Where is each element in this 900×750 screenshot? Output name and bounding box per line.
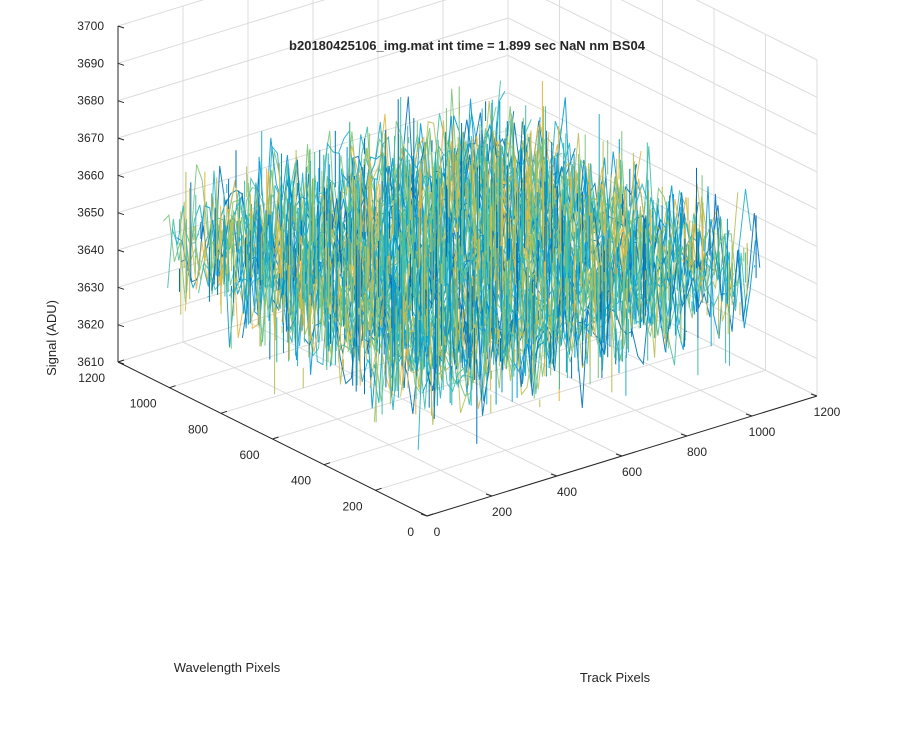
y-tick-label: 800 [188, 422, 208, 436]
x-tick-label: 1200 [814, 405, 841, 419]
z-tick-label: 3620 [77, 318, 104, 332]
z-tick-mark [117, 324, 125, 328]
z-tick-label: 3630 [77, 280, 104, 294]
grid-line [507, 17, 818, 173]
grid-line [375, 369, 766, 491]
z-tick-label: 3700 [77, 19, 104, 33]
grid-line [695, 0, 818, 61]
x-tick-label: 0 [434, 525, 441, 539]
x-tick-mark [550, 473, 558, 477]
grid-line [507, 92, 818, 248]
z-tick-label: 3610 [77, 355, 104, 369]
grid-line [117, 0, 205, 27]
labels-layer: b20180425106_img.mat int time = 1.899 se… [44, 38, 651, 685]
x-axis-label: Track Pixels [580, 670, 651, 685]
x-tick-mark [810, 393, 818, 397]
z-tick-mark [117, 361, 125, 365]
grid-line [507, 54, 818, 210]
x-tick-label: 400 [557, 485, 577, 499]
z-tick-mark [117, 249, 125, 253]
y-tick-label: 600 [239, 448, 259, 462]
y-tick-mark [220, 410, 228, 414]
grid-line [117, 0, 326, 64]
z-tick-label: 3660 [77, 168, 104, 182]
z-tick-label: 3670 [77, 131, 104, 145]
x-tick-label: 200 [492, 505, 512, 519]
y-tick-label: 0 [407, 525, 414, 539]
grid-line [117, 0, 447, 102]
z-tick-mark [117, 62, 125, 66]
y-tick-label: 1200 [78, 371, 105, 385]
z-tick-mark [117, 100, 125, 104]
grid-line [323, 344, 715, 466]
surface-row [404, 192, 739, 426]
y-tick-mark [375, 487, 382, 491]
grid-line [545, 0, 818, 136]
surface-row [426, 193, 761, 416]
z-tick-label: 3640 [77, 243, 104, 257]
y-tick-mark [272, 436, 279, 440]
y-axis-label: Wavelength Pixels [174, 660, 281, 675]
z-tick-label: 3680 [77, 94, 104, 108]
x-tick-mark [615, 453, 623, 457]
grid-line [117, 17, 509, 139]
x-tick-label: 800 [687, 445, 707, 459]
grid-line [117, 54, 509, 176]
z-tick-mark [117, 174, 125, 178]
axes-layer: 0 200 400 600 800 1000 1200 0 200 400 600 800 1000 12… [77, 19, 840, 539]
grid-line [117, 92, 509, 214]
surface-layer [162, 80, 761, 450]
chart-title: b20180425106_img.mat int time = 1.899 se… [289, 38, 646, 53]
x-tick-mark [745, 413, 753, 417]
y-tick-mark [426, 513, 434, 517]
z-tick-mark [117, 212, 125, 216]
grid-line [620, 0, 818, 98]
z-tick-mark [117, 25, 125, 29]
y-tick-mark [323, 462, 331, 466]
z-tick-label: 3690 [77, 56, 104, 70]
x-tick-mark [680, 433, 688, 437]
y-tick-mark [169, 385, 176, 389]
z-tick-mark [117, 286, 125, 290]
z-axis-label: Signal (ADU) [44, 300, 59, 376]
y-tick-label: 200 [342, 499, 362, 513]
x-tick-label: 1000 [749, 425, 776, 439]
z-tick-label: 3650 [77, 206, 104, 220]
y-tick-mark [117, 359, 125, 363]
x-tick-mark [485, 493, 493, 497]
z-tick-mark [117, 137, 125, 141]
x-tick-mark [420, 513, 428, 517]
y-tick-label: 1000 [130, 397, 157, 411]
x-tick-label: 600 [622, 465, 642, 479]
y-tick-label: 400 [291, 474, 311, 488]
